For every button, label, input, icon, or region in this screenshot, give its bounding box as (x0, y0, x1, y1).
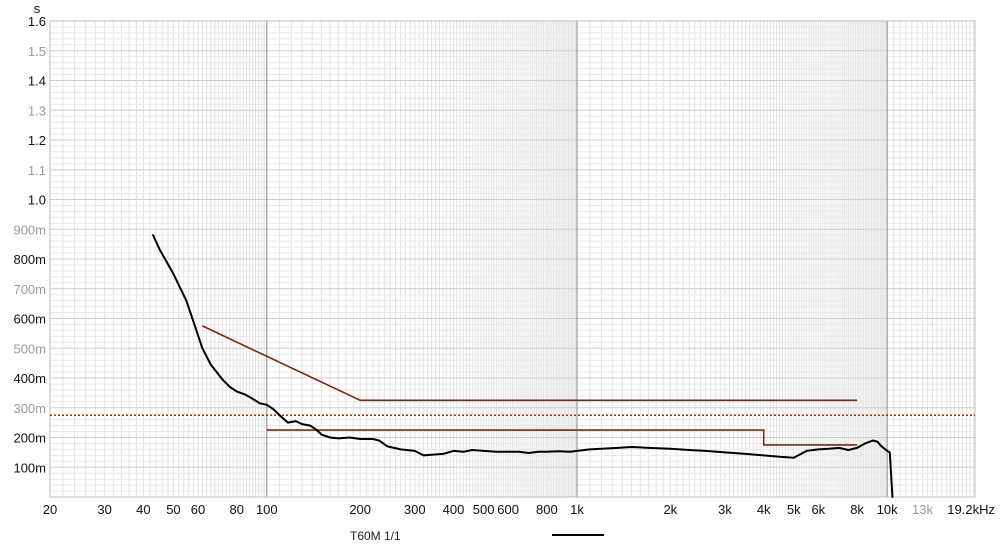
reference-lines (202, 325, 858, 446)
series-line (152, 234, 894, 498)
x-tick-label: 13k (912, 502, 933, 517)
x-tick-label: 10k (877, 502, 898, 517)
x-tick-label: 8k (850, 502, 864, 517)
y-tick-label: 1.2 (28, 133, 46, 148)
y-tick-label: 1.4 (28, 74, 46, 89)
y-tick-label: 400m (13, 371, 46, 386)
x-tick-label: 600 (497, 502, 519, 517)
x-tick-label: 500 (473, 502, 495, 517)
x-tick-label: 400 (443, 502, 465, 517)
legend: T60M 1/1 (350, 529, 604, 543)
y-tick-label: 900m (13, 222, 46, 237)
y-tick-label: 1.0 (28, 193, 46, 208)
y-tick-label: 1.5 (28, 44, 46, 59)
x-tick-label: 200 (349, 502, 371, 517)
x-tick-label: 80 (230, 502, 244, 517)
legend-label: T60M 1/1 (350, 529, 401, 543)
y-tick-label: 200m (13, 431, 46, 446)
y-tick-label: 800m (13, 252, 46, 267)
x-tick-label: 100 (256, 502, 278, 517)
y-tick-label: 100m (13, 460, 46, 475)
x-tick-label: 60 (191, 502, 205, 517)
x-tick-label: 6k (811, 502, 825, 517)
y-tick-label: 500m (13, 341, 46, 356)
x-tick-label: 30 (97, 502, 111, 517)
y-tick-label: 1.3 (28, 103, 46, 118)
x-tick-label: 3k (718, 502, 732, 517)
x-tick-label: 5k (787, 502, 801, 517)
x-tick-label: 800 (536, 502, 558, 517)
x-tick-label: 1k (570, 502, 584, 517)
x-tick-label: 20 (43, 502, 57, 517)
x-axis-tick-labels: 20 30 40 50 60 80 100 200 300 400 500 600 800 1k 2k 3k 4… (43, 502, 995, 517)
x-tick-label: 300 (404, 502, 426, 517)
y-tick-label: 700m (13, 282, 46, 297)
y-tick-label: 600m (13, 312, 46, 327)
reference-line (202, 325, 858, 402)
major-grid (49, 20, 976, 498)
plot-frame (49, 20, 976, 498)
x-tick-label: 4k (757, 502, 771, 517)
y-tick-label: 300m (13, 401, 46, 416)
reference-line (266, 429, 858, 446)
x-tick-label: 19.2kHz (947, 502, 995, 517)
x-tick-label: 40 (136, 502, 150, 517)
series-lines (152, 234, 894, 498)
y-axis-unit-label: s (34, 1, 41, 16)
x-tick-label: 2k (663, 502, 677, 517)
y-axis-tick-labels: 100m 200m 300m 400m 500m 600m 700m 800m 900m 1.0 1… (13, 14, 46, 475)
x-tick-label: 50 (166, 502, 180, 517)
y-tick-label: 1.1 (28, 163, 46, 178)
y-tick-label: 1.6 (28, 14, 46, 29)
